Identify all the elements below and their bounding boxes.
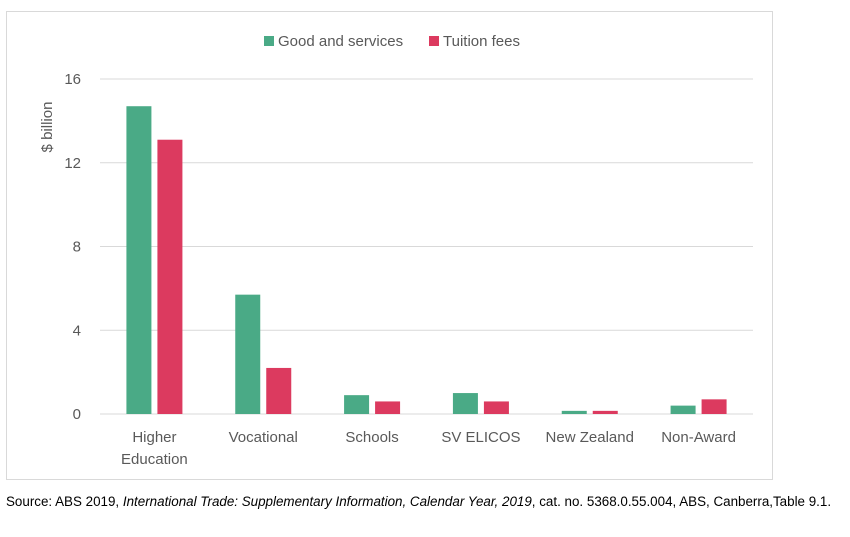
bar-tuition-fees (701, 399, 727, 414)
chart-frame: 0 4 8 12 16 Higher Education Vocational Schools… (6, 11, 773, 480)
bar-goods-services (235, 294, 261, 414)
y-axis-label: $ billion (39, 102, 56, 153)
x-tick-label: Higher (132, 429, 176, 446)
source-title: International Trade: Supplementary Infor… (122, 494, 532, 509)
y-axis-ticks: 0 4 8 12 16 (64, 71, 81, 423)
source-prefix: Source: ABS 2019, (6, 494, 123, 509)
y-tick-label: 16 (64, 71, 81, 88)
bar-tuition-fees (157, 139, 183, 414)
x-tick-label: SV ELICOS (441, 429, 520, 446)
bar-goods-services (126, 106, 152, 414)
legend: Good and services Tuition fees (264, 33, 520, 50)
x-tick-label: Vocational (229, 429, 298, 446)
bar-goods-services (670, 405, 696, 414)
x-tick-label: Schools (345, 429, 398, 446)
bars (126, 106, 727, 414)
y-tick-label: 0 (73, 406, 81, 423)
y-tick-label: 12 (64, 155, 81, 172)
legend-label: Good and services (278, 33, 403, 50)
x-tick-label: Non-Award (661, 429, 736, 446)
x-tick-label: New Zealand (546, 429, 634, 446)
y-tick-label: 8 (73, 239, 81, 256)
legend-swatch (264, 36, 274, 46)
x-tick-label: Education (121, 451, 188, 468)
legend-label: Tuition fees (443, 33, 520, 50)
bar-tuition-fees (592, 410, 618, 414)
x-axis-ticks: Higher Education Vocational Schools SV ELICO… (121, 429, 736, 468)
source-suffix: , cat. no. 5368.0.55.004, ABS, Canberra,… (531, 494, 832, 509)
source-note: Source: ABS 2019, International Trade: S… (6, 494, 846, 510)
bar-tuition-fees (375, 401, 401, 414)
bar-chart: 0 4 8 12 16 Higher Education Vocational Schools… (39, 33, 753, 468)
bar-goods-services (344, 395, 370, 414)
gridlines (100, 78, 753, 415)
legend-swatch (429, 36, 439, 46)
bar-tuition-fees (483, 401, 509, 414)
bar-tuition-fees (266, 367, 292, 414)
y-tick-label: 4 (73, 322, 81, 339)
bar-goods-services (452, 393, 478, 414)
bar-goods-services (561, 410, 587, 414)
